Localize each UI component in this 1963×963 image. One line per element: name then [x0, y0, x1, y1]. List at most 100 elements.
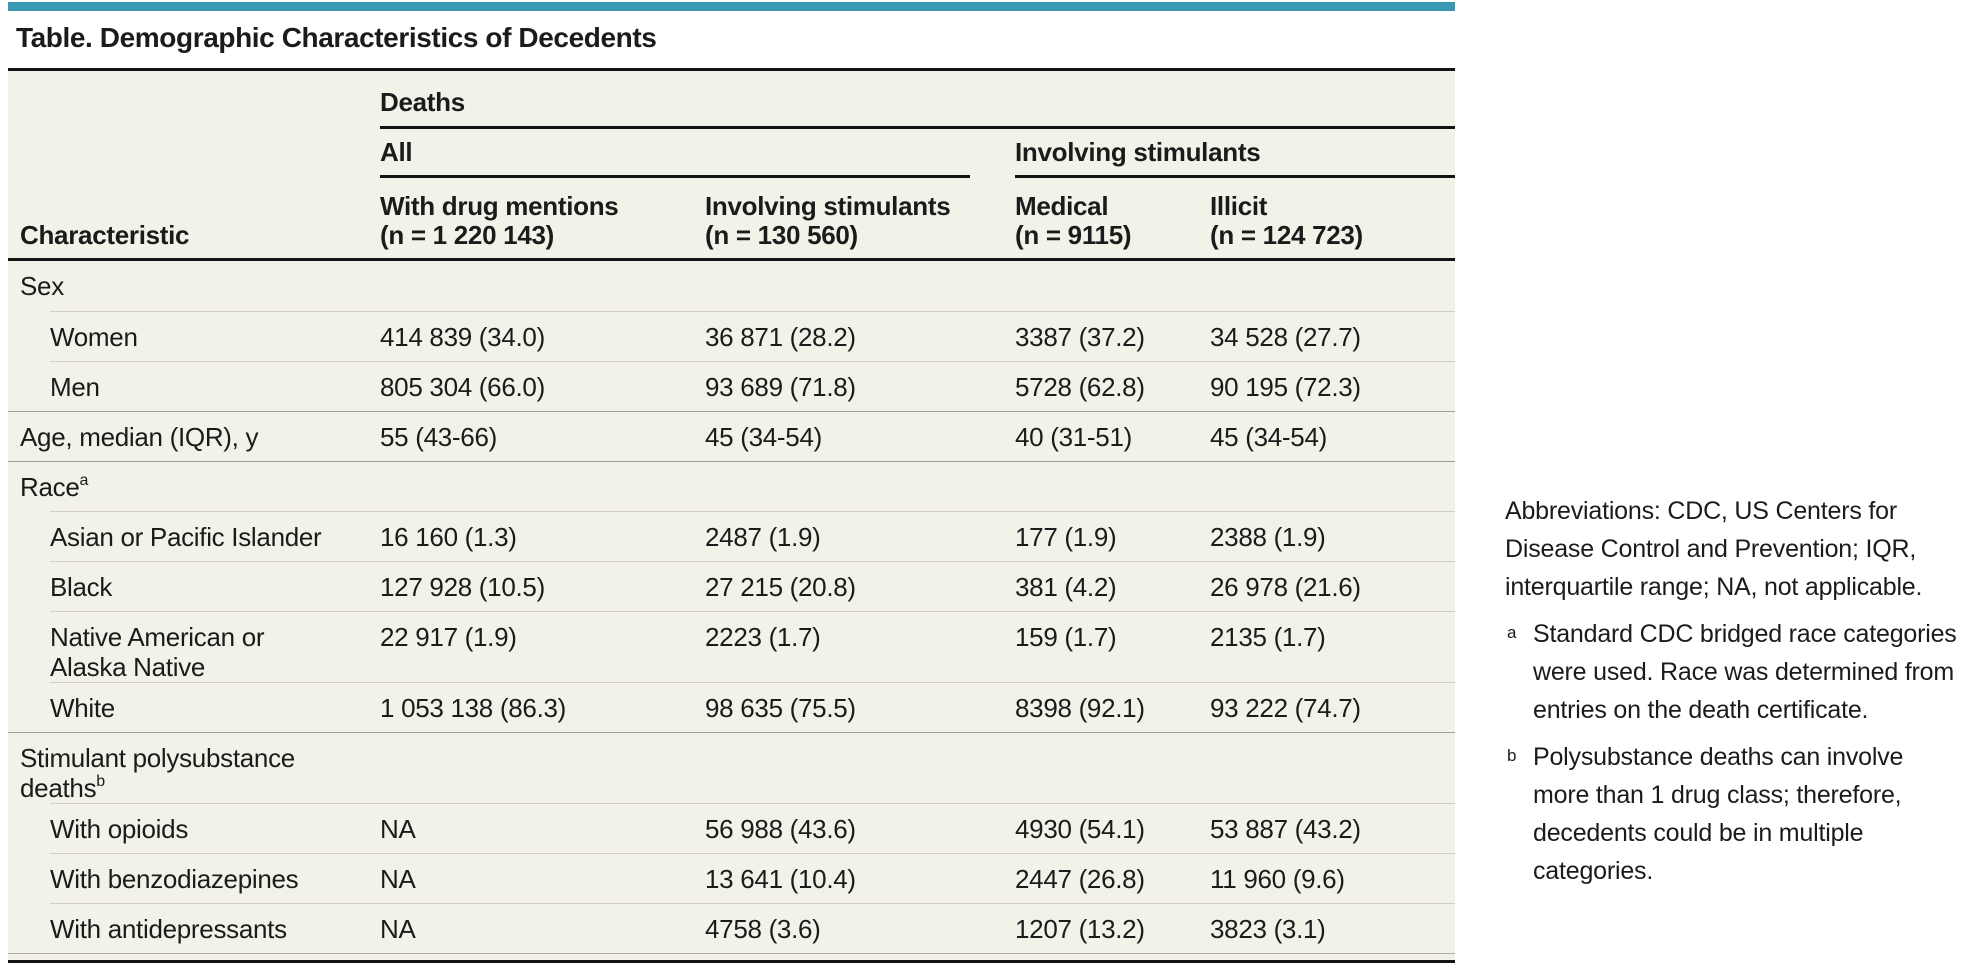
cell-involving-stimulants: 36 871 (28.2) — [705, 322, 856, 352]
cell-with-drug-mentions: 22 917 (1.9) — [380, 622, 517, 652]
cell-with-drug-mentions: NA — [380, 814, 416, 844]
cell-medical — [1015, 271, 1210, 311]
demographics-table: Deaths All Involving stimulants Characte… — [8, 68, 1455, 963]
cell-with-drug-mentions — [380, 472, 705, 511]
deaths-spanner-label: Deaths — [380, 87, 465, 117]
cell-medical: 177 (1.9) — [1015, 522, 1117, 552]
row-label: Asian or Pacific Islander — [50, 522, 322, 552]
cell-involving-stimulants: 27 215 (20.8) — [705, 572, 856, 602]
cell-illicit: 2388 (1.9) — [1210, 522, 1326, 552]
cell-involving-stimulants — [705, 271, 1015, 311]
row-label: Racea — [20, 472, 89, 502]
cell-with-drug-mentions: 414 839 (34.0) — [380, 322, 545, 352]
cell-illicit — [1210, 743, 1455, 803]
involving-stimulants-spanner-label: Involving stimulants — [1015, 137, 1261, 167]
cell-medical: 2447 (26.8) — [1015, 864, 1145, 894]
cell-medical — [1015, 472, 1210, 511]
table-title: Table. Demographic Characteristics of De… — [16, 22, 657, 53]
cell-illicit — [1210, 271, 1455, 311]
accent-bar — [8, 2, 1455, 11]
row-label: Age, median (IQR), y — [20, 422, 259, 452]
abbreviations-note: Abbreviations: CDC, US Centers for Disea… — [1505, 497, 1923, 601]
table-column-headers: Characteristic With drug mentions (n = 1… — [8, 178, 1455, 261]
table-body: Sex Women 414 839 (34.0) 36 871 (28.2) 3… — [8, 261, 1455, 953]
cell-medical: 4930 (54.1) — [1015, 814, 1145, 844]
cell-with-drug-mentions: 805 304 (66.0) — [380, 372, 545, 402]
cell-medical: 8398 (92.1) — [1015, 693, 1145, 723]
cell-involving-stimulants: 2223 (1.7) — [705, 622, 821, 652]
table-row: With opioids NA 56 988 (43.6) 4930 (54.1… — [50, 803, 1455, 853]
column-header-characteristic: Characteristic — [20, 220, 190, 250]
all-spanner-label: All — [380, 137, 413, 167]
footnote-a-marker: a — [1507, 623, 1517, 642]
footnote-a: a Standard CDC bridged race categories w… — [1505, 615, 1957, 729]
table-row: Asian or Pacific Islander 16 160 (1.3) 2… — [50, 511, 1455, 561]
cell-involving-stimulants: 2487 (1.9) — [705, 522, 821, 552]
cell-illicit: 90 195 (72.3) — [1210, 372, 1361, 402]
cell-medical: 40 (31-51) — [1015, 422, 1132, 452]
table-row: Women 414 839 (34.0) 36 871 (28.2) 3387 … — [50, 311, 1455, 361]
involving-stimulants-spanner: Involving stimulants — [1015, 129, 1455, 178]
table-row: Black 127 928 (10.5) 27 215 (20.8) 381 (… — [50, 561, 1455, 611]
row-label: With benzodiazepines — [50, 864, 299, 894]
table-row: Racea — [8, 461, 1455, 511]
footnote-b-text: Polysubstance deaths can involve more th… — [1533, 743, 1904, 885]
column-header-medical: Medical (n = 9115) — [1015, 191, 1132, 250]
cell-involving-stimulants: 93 689 (71.8) — [705, 372, 856, 402]
cell-medical: 381 (4.2) — [1015, 572, 1117, 602]
table-row: Stimulant polysubstance deathsb — [8, 732, 1455, 803]
column-header-illicit: Illicit (n = 124 723) — [1210, 191, 1363, 250]
row-label: White — [50, 693, 115, 723]
column-header-involving-stimulants: Involving stimulants (n = 130 560) — [705, 191, 951, 250]
cell-medical: 3387 (37.2) — [1015, 322, 1145, 352]
cell-with-drug-mentions — [380, 271, 705, 311]
cell-illicit: 3823 (3.1) — [1210, 914, 1326, 944]
footnote-a-text: Standard CDC bridged race categories wer… — [1533, 620, 1957, 724]
row-label: Stimulant polysubstance deathsb — [20, 743, 295, 803]
table-row: Age, median (IQR), y 55 (43-66) 45 (34-5… — [8, 411, 1455, 461]
cell-illicit: 93 222 (74.7) — [1210, 693, 1361, 723]
cell-illicit: 34 528 (27.7) — [1210, 322, 1361, 352]
cell-involving-stimulants — [705, 472, 1015, 511]
cell-medical: 1207 (13.2) — [1015, 914, 1145, 944]
table-bottom-rule — [8, 953, 1455, 960]
table-row: Men 805 304 (66.0) 93 689 (71.8) 5728 (6… — [50, 361, 1455, 411]
cell-illicit: 11 960 (9.6) — [1210, 864, 1345, 894]
table-row: Native American or Alaska Native 22 917 … — [50, 611, 1455, 682]
row-label: With opioids — [50, 814, 189, 844]
cell-involving-stimulants: 4758 (3.6) — [705, 914, 821, 944]
row-label: Men — [50, 372, 100, 402]
cell-illicit: 2135 (1.7) — [1210, 622, 1326, 652]
cell-with-drug-mentions: NA — [380, 864, 416, 894]
cell-illicit: 26 978 (21.6) — [1210, 572, 1361, 602]
table-row: With benzodiazepines NA 13 641 (10.4) 24… — [50, 853, 1455, 903]
header-spacer — [8, 129, 380, 178]
column-header-with-drug-mentions: With drug mentions (n = 1 220 143) — [380, 191, 619, 250]
cell-with-drug-mentions: 1 053 138 (86.3) — [380, 693, 567, 723]
cell-illicit — [1210, 472, 1455, 511]
header-spacer — [8, 71, 380, 129]
cell-medical — [1015, 743, 1210, 803]
row-label: Native American or Alaska Native — [50, 622, 265, 682]
cell-with-drug-mentions: 127 928 (10.5) — [380, 572, 545, 602]
row-label: Women — [50, 322, 138, 352]
cell-medical: 5728 (62.8) — [1015, 372, 1145, 402]
all-spanner: All — [380, 129, 1015, 178]
row-label: Sex — [20, 271, 64, 301]
cell-illicit: 53 887 (43.2) — [1210, 814, 1361, 844]
deaths-spanner: Deaths — [380, 71, 1455, 129]
cell-involving-stimulants: 45 (34-54) — [705, 422, 822, 452]
cell-medical: 159 (1.7) — [1015, 622, 1117, 652]
cell-involving-stimulants: 98 635 (75.5) — [705, 693, 856, 723]
row-label: Black — [50, 572, 113, 602]
cell-involving-stimulants: 13 641 (10.4) — [705, 864, 856, 894]
cell-with-drug-mentions — [380, 743, 705, 803]
cell-with-drug-mentions: 55 (43-66) — [380, 422, 497, 452]
cell-involving-stimulants: 56 988 (43.6) — [705, 814, 856, 844]
footnotes: Abbreviations: CDC, US Centers for Disea… — [1505, 492, 1957, 890]
table-row: White 1 053 138 (86.3) 98 635 (75.5) 839… — [50, 682, 1455, 732]
cell-illicit: 45 (34-54) — [1210, 422, 1327, 452]
table-header-group-row: All Involving stimulants — [8, 129, 1455, 178]
cell-with-drug-mentions: NA — [380, 914, 416, 944]
table-header-deaths-row: Deaths — [8, 71, 1455, 129]
